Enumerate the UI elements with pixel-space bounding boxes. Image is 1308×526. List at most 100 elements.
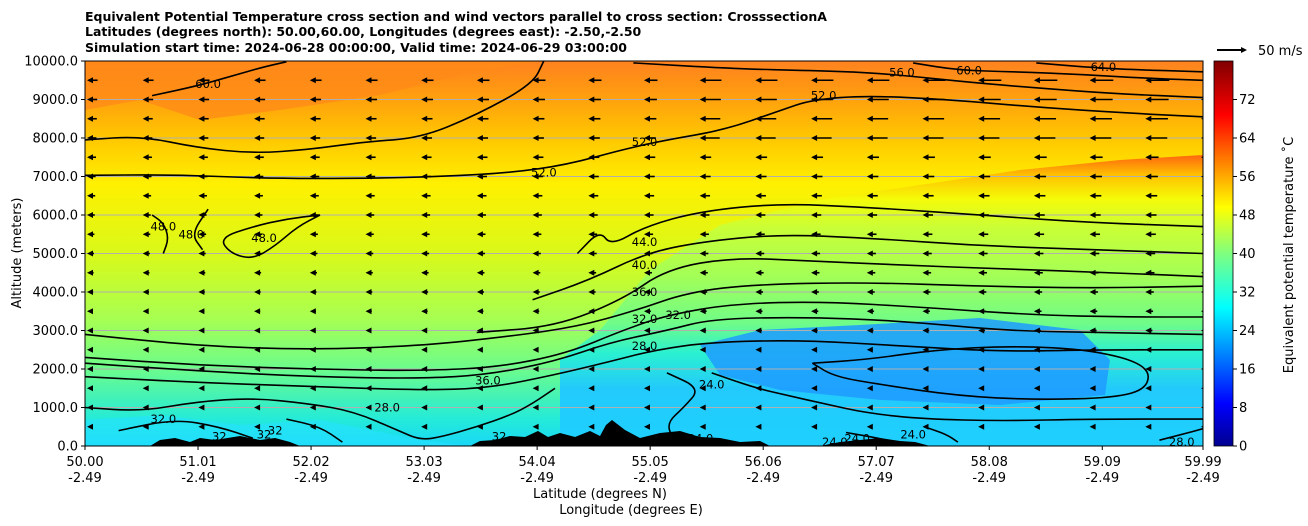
wind-vector bbox=[978, 96, 1001, 103]
wind-vector bbox=[476, 289, 484, 295]
wind-vector bbox=[309, 135, 321, 141]
contour-line bbox=[576, 203, 1203, 255]
contour-label: 36.0 bbox=[632, 285, 658, 299]
wind-vector bbox=[922, 327, 930, 334]
wind-vector bbox=[309, 327, 316, 334]
wind-vector bbox=[365, 250, 374, 257]
wind-vector bbox=[254, 154, 264, 161]
wind-vector bbox=[142, 366, 149, 372]
wind-vector bbox=[755, 231, 765, 238]
y-tick-label: 9000.0 bbox=[33, 93, 79, 108]
contour-line bbox=[193, 208, 209, 251]
wind-vector bbox=[254, 404, 261, 411]
wind-vector bbox=[811, 77, 834, 84]
wind-vector bbox=[866, 96, 889, 103]
wind-vector bbox=[588, 115, 601, 122]
wind-vector bbox=[142, 96, 154, 103]
wind-vector bbox=[1033, 308, 1042, 315]
x-tick-label-lat: 50.00 bbox=[66, 455, 103, 470]
wind-vector bbox=[1089, 423, 1096, 430]
wind-vector bbox=[1089, 289, 1098, 295]
contour-line bbox=[476, 258, 1203, 334]
contour-line bbox=[85, 95, 1203, 180]
terrain bbox=[150, 420, 930, 446]
wind-vector bbox=[87, 250, 94, 257]
wind-vector bbox=[365, 173, 376, 180]
wind-vector bbox=[87, 269, 94, 276]
y-tick-label: 8000.0 bbox=[33, 132, 79, 147]
wind-vector bbox=[532, 212, 542, 218]
wind-vector bbox=[421, 289, 429, 295]
colorbar-tick-label: 32 bbox=[1239, 286, 1256, 301]
wind-vector bbox=[1145, 289, 1154, 295]
wind-vector bbox=[811, 269, 820, 276]
wind-vector bbox=[755, 212, 766, 218]
wind-vector bbox=[699, 404, 706, 411]
colorbar-tick-label: 24 bbox=[1239, 324, 1256, 339]
wind-vector bbox=[198, 346, 205, 353]
colorbar-tick-label: 48 bbox=[1239, 209, 1256, 224]
wind-vector bbox=[309, 289, 317, 295]
wind-vector bbox=[978, 346, 985, 353]
wind-vector bbox=[922, 77, 946, 84]
wind-vector bbox=[87, 231, 95, 238]
contour-label: 32.0 bbox=[665, 308, 691, 322]
wind-vector bbox=[1089, 154, 1103, 161]
wind-vector bbox=[142, 269, 150, 276]
x-tick-label-lon: -2.49 bbox=[181, 471, 215, 486]
wind-vector bbox=[922, 289, 931, 295]
x-tick-label-lat: 57.07 bbox=[858, 455, 895, 470]
wind-vector bbox=[755, 192, 766, 199]
wind-vector bbox=[421, 327, 428, 334]
wind-vector bbox=[532, 96, 545, 103]
wind-vector bbox=[755, 346, 762, 353]
wind-vector bbox=[922, 423, 929, 430]
contour-label: 32 bbox=[268, 424, 283, 438]
wind-vector bbox=[1089, 269, 1099, 276]
wind-vector bbox=[1145, 269, 1155, 276]
wind-vector bbox=[309, 404, 316, 411]
wind-vector bbox=[1145, 115, 1168, 122]
wind-vector bbox=[588, 192, 599, 199]
wind-vector bbox=[142, 250, 150, 257]
wind-vector bbox=[87, 96, 98, 103]
contour-line bbox=[633, 62, 1203, 99]
contour-label: 32.0 bbox=[151, 412, 177, 426]
wind-vector bbox=[1145, 404, 1152, 411]
wind-vector bbox=[1145, 212, 1157, 218]
y-axis-label: Altitude (meters) bbox=[10, 198, 25, 309]
contour-line bbox=[85, 316, 1203, 379]
colorbar-tick-label: 0 bbox=[1239, 440, 1247, 455]
contour-line bbox=[85, 282, 1203, 350]
wind-vector bbox=[588, 135, 600, 141]
wind-vector bbox=[87, 385, 93, 392]
contour-line bbox=[811, 346, 1150, 400]
wind-vector bbox=[588, 385, 595, 392]
wind-vector bbox=[1145, 77, 1170, 84]
wind-vector bbox=[532, 308, 540, 315]
wind-vector bbox=[866, 192, 878, 199]
wind-vector bbox=[421, 192, 431, 199]
wind-vector bbox=[644, 346, 650, 353]
contour-line bbox=[532, 234, 1203, 301]
contour-line bbox=[912, 62, 1203, 82]
y-tick-label: 0.0 bbox=[57, 440, 78, 455]
contour-label: 52.0 bbox=[531, 166, 557, 180]
x-tick-label-lat: 55.05 bbox=[632, 455, 669, 470]
wind-vector bbox=[811, 115, 833, 122]
wind-vector bbox=[532, 385, 539, 392]
wind-vector bbox=[922, 385, 929, 392]
x-axis: 50.00-2.4951.01-2.4952.02-2.4953.03-2.49… bbox=[66, 446, 1222, 486]
wind-vector bbox=[87, 212, 95, 218]
wind-vector bbox=[978, 231, 989, 238]
wind-vector bbox=[254, 115, 265, 122]
wind-vector bbox=[866, 308, 875, 315]
wind-vector bbox=[588, 289, 596, 295]
wind-vector bbox=[142, 173, 152, 180]
contour-label: 48.0 bbox=[251, 231, 277, 245]
wind-vector bbox=[978, 135, 1000, 141]
chart-title-line-2: Latitudes (degrees north): 50.00,60.00, … bbox=[85, 24, 642, 39]
wind-vector bbox=[254, 192, 263, 199]
y-tick-label: 6000.0 bbox=[33, 209, 79, 224]
